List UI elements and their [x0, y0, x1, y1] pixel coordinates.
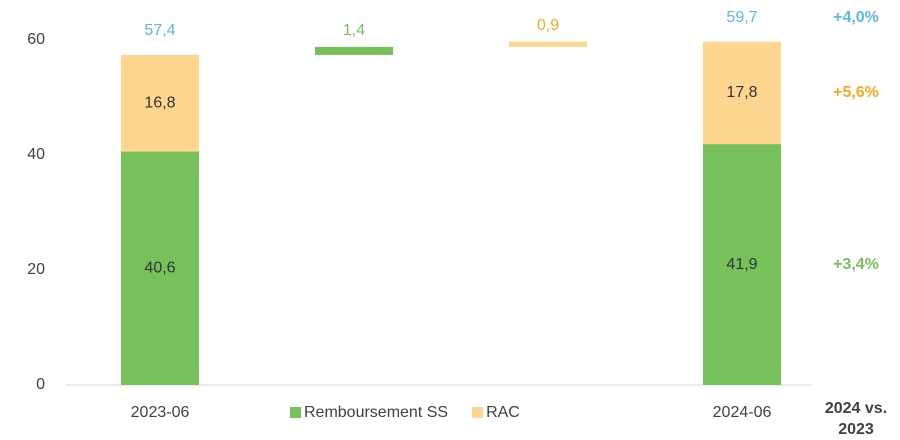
- value-label: 1,4: [343, 22, 365, 39]
- legend-swatch: [290, 407, 301, 418]
- legend-label: Remboursement SS: [304, 404, 448, 421]
- total-label: 57,4: [144, 22, 175, 39]
- y-tick-label: 0: [36, 376, 45, 393]
- bar-segment: [315, 46, 393, 55]
- total-label: 59,7: [726, 9, 757, 26]
- y-tick-label: 60: [27, 31, 45, 48]
- change-label: +4,0%: [833, 9, 879, 26]
- bar-segment: [703, 144, 781, 385]
- bar-segment: [509, 41, 587, 47]
- legend-label: RAC: [486, 404, 520, 421]
- value-label: 17,8: [726, 84, 757, 101]
- x-tick-label: 2024-06: [713, 404, 772, 421]
- value-label: 41,9: [726, 256, 757, 273]
- change-label: +3,4%: [833, 256, 879, 273]
- comparison-title: 2024 vs. 2023: [824, 400, 888, 438]
- bar-segment: [121, 54, 199, 152]
- bar-segment: [703, 41, 781, 145]
- x-tick-label: 2023-06: [131, 404, 190, 421]
- value-label: 40,6: [144, 259, 175, 276]
- legend-swatch: [472, 407, 484, 418]
- change-label: +5,6%: [833, 84, 879, 101]
- y-tick-label: 20: [27, 261, 45, 278]
- y-tick-label: 40: [27, 146, 45, 163]
- value-label: 0,9: [537, 17, 559, 34]
- bar-segment: [121, 151, 199, 385]
- value-label: 16,8: [144, 94, 175, 111]
